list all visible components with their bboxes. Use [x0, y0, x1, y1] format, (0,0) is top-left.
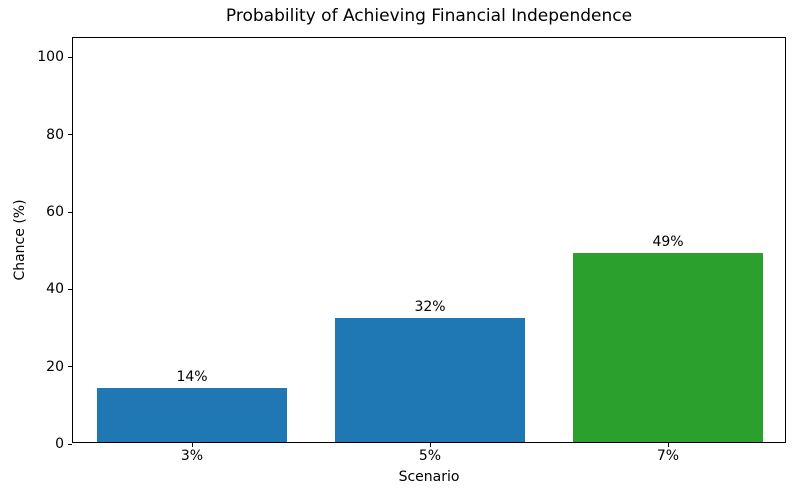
x-tick-label: 5%: [418, 448, 442, 464]
x-tick-label: 3%: [180, 448, 204, 464]
y-axis-label: Chance (%): [12, 199, 28, 281]
y-tick-mark: [68, 443, 72, 445]
y-tick-mark: [68, 366, 72, 368]
bar-value-label: 14%: [176, 368, 208, 385]
plot-area: 0 20 40 60 80 100 14% 3% 32% 5% 49% 7%: [37, 37, 786, 464]
x-tick-mark: [429, 443, 431, 447]
x-tick-mark: [667, 443, 669, 447]
y-tick-label: 40: [46, 281, 64, 298]
y-tick-label: 80: [46, 126, 64, 143]
x-tick-mark: [191, 443, 193, 447]
y-tick-label: 20: [46, 358, 64, 375]
y-tick-mark: [68, 288, 72, 290]
x-axis-label: Scenario: [398, 469, 460, 485]
bar-value-label: 32%: [414, 299, 446, 316]
y-tick-mark: [68, 211, 72, 213]
chart-title: Probability of Achieving Financial Indep…: [225, 6, 633, 26]
bar: [572, 252, 764, 442]
bar: [334, 318, 526, 442]
y-tick-mark: [68, 56, 72, 58]
bar-value-label: 49%: [652, 233, 684, 250]
y-tick-label: 0: [55, 436, 64, 452]
y-tick-mark: [68, 134, 72, 136]
y-tick-label: 100: [37, 49, 64, 66]
y-tick-label: 60: [46, 204, 64, 220]
bar: [96, 387, 288, 442]
x-tick-label: 7%: [656, 448, 680, 464]
